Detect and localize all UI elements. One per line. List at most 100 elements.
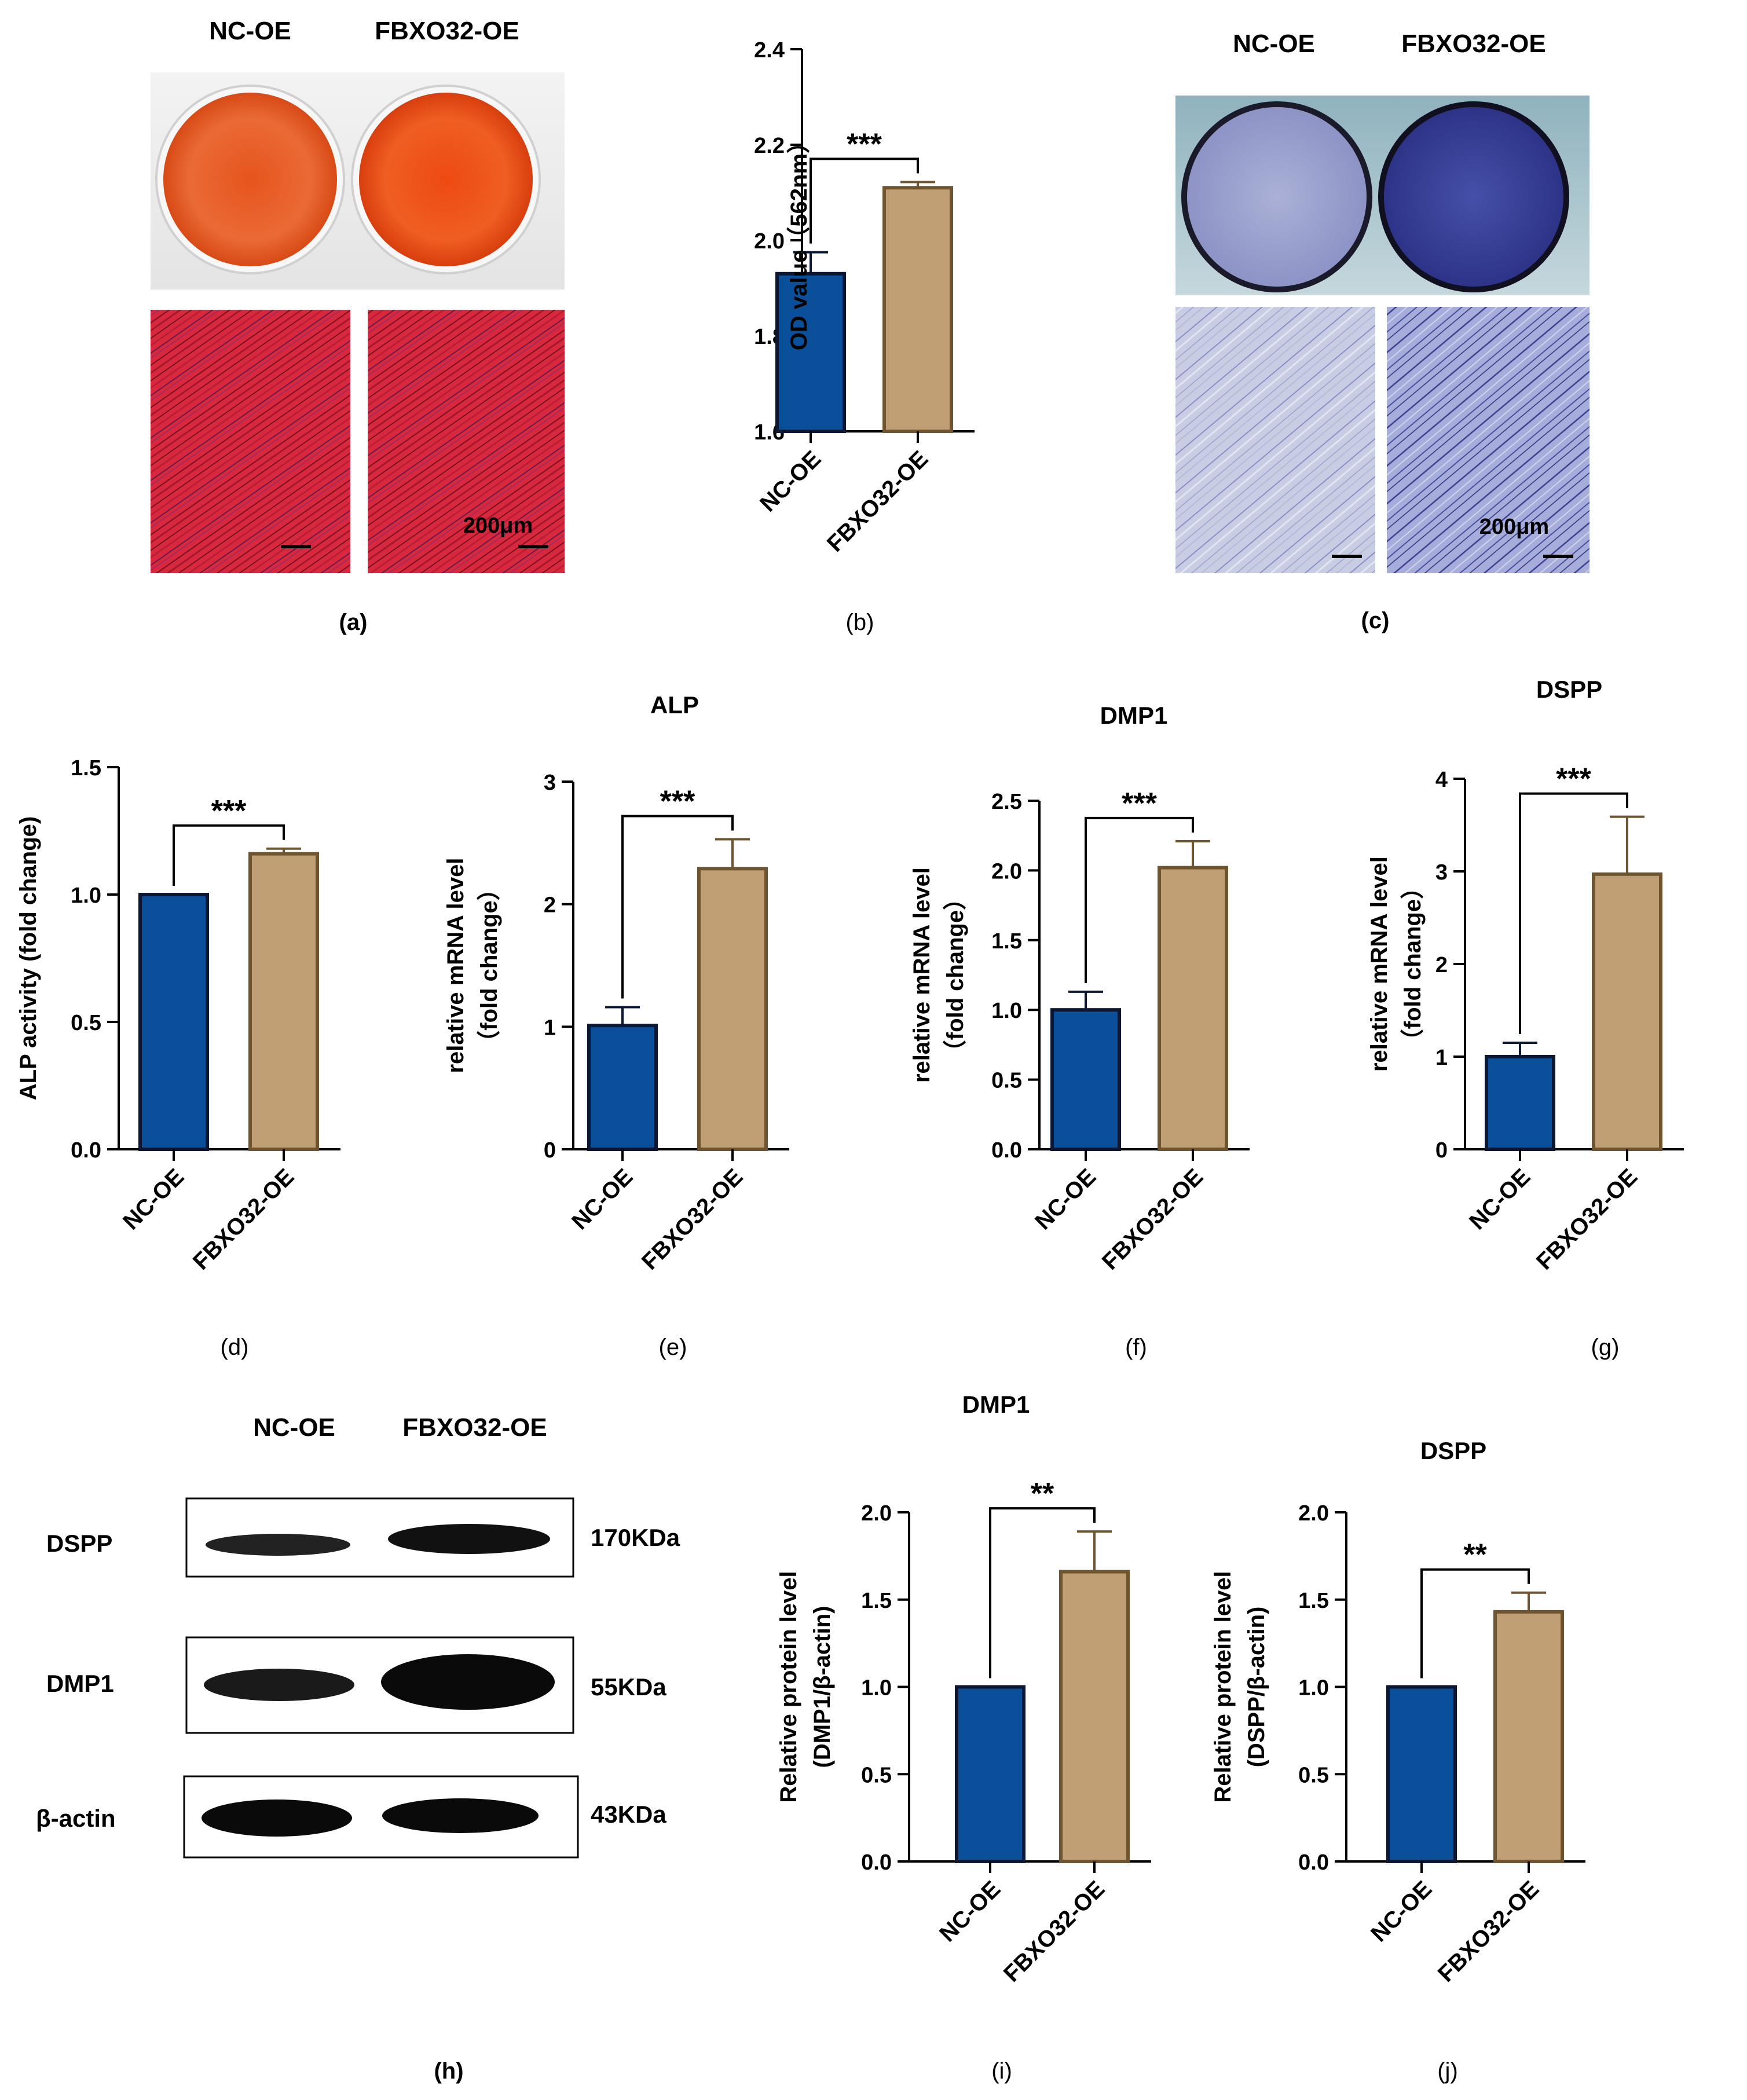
significance-bracket (1519, 792, 1628, 1034)
significance-bracket (989, 1507, 1096, 1678)
y-tick-label: 3 (1435, 860, 1448, 885)
bar-fbxo32-oe (1493, 1610, 1564, 1863)
y-tick-label: 2 (1435, 953, 1448, 977)
y-axis-label-2: (DMP1/β-actin) (810, 1606, 835, 1768)
y-tick-label: 2.5 (991, 790, 1022, 814)
panel-label-j: (j) (1437, 2058, 1458, 2084)
y-tick-label: 4 (1435, 768, 1448, 792)
y-tick-label: 0.0 (1298, 1850, 1329, 1875)
blot-protein-label: DSPP (46, 1530, 112, 1557)
blot-protein-label: β-actin (36, 1805, 116, 1832)
alp-micrograph-fbxo32: 200μm (1387, 307, 1589, 573)
blot-size-label: 170KDa (591, 1524, 680, 1551)
bar-fbxo32-oe (1059, 1570, 1130, 1863)
y-tick-label: 1.5 (861, 1589, 892, 1613)
x-tick-label: FBXO32-OE (822, 446, 933, 556)
y-axis-label: Relative protein level (776, 1571, 801, 1802)
blot-size-label: 43KDa (591, 1801, 666, 1828)
panel-label-g: (g) (1591, 1335, 1620, 1360)
bar-nc-oe (138, 893, 209, 1151)
bar-nc-oe (1050, 1008, 1121, 1151)
scale-bar-label: 200μm (463, 514, 533, 538)
blot-row-dspp: DSPP 170KDa (46, 1497, 680, 1578)
panel-h: NC-OE FBXO32-OE DSPP 170KDa DMP1 55KDa β… (36, 1413, 680, 2084)
panel-a-header-fbxo32: FBXO32-OE (375, 17, 519, 45)
y-tick-label: 0.0 (991, 1138, 1022, 1163)
x-tick-label: FBXO32-OE (1532, 1164, 1642, 1274)
x-tick-label: FBXO32-OE (637, 1164, 748, 1274)
alizarin-micrograph-nc (151, 310, 350, 573)
x-tick-label: FBXO32-OE (999, 1876, 1109, 1987)
bar-nc-oe (587, 1024, 658, 1152)
chart-title: DSPP (1420, 1437, 1486, 1464)
blot-row-dmp1: DMP1 55KDa (46, 1636, 666, 1734)
panel-a: NC-OE FBXO32-OE 200μm (a) (151, 17, 565, 635)
y-tick-label: 0.5 (861, 1763, 892, 1787)
blot-row-beta-actin: β-actin 43KDa (36, 1775, 666, 1859)
alizarin-micrograph-fbxo32: 200μm (368, 310, 565, 573)
significance-bracket (810, 157, 919, 244)
significance-bracket (1420, 1568, 1530, 1678)
blot-protein-label: DMP1 (46, 1670, 114, 1697)
y-tick-label: 1 (1435, 1046, 1448, 1070)
panel-c-header-fbxo32: FBXO32-OE (1401, 30, 1545, 58)
y-tick-label: 1.5 (1298, 1589, 1329, 1613)
y-tick-label: 0.0 (861, 1850, 892, 1875)
chart-title: ALP (650, 691, 699, 719)
y-axis-label: relative mRNA level (443, 857, 468, 1073)
panel-c: NC-OE FBXO32-OE 200μm (c) (1175, 30, 1589, 633)
panel-h-header-nc: NC-OE (253, 1413, 335, 1442)
y-tick-label: 2.0 (1298, 1501, 1329, 1526)
significance-bracket (173, 824, 285, 886)
y-tick-label: 0 (1435, 1138, 1448, 1163)
y-tick-label: 0.5 (1298, 1763, 1329, 1787)
bar-fbxo32-oe (1158, 866, 1228, 1151)
y-axis-label: relative mRNA level (909, 867, 935, 1083)
x-tick-label: NC-OE (118, 1164, 189, 1234)
y-tick-label: 2.2 (754, 134, 785, 158)
x-tick-label: NC-OE (935, 1876, 1005, 1947)
x-tick-label: NC-OE (755, 446, 826, 516)
y-tick-label: 1.0 (861, 1676, 892, 1700)
y-axis-label-2: （fold change） (1400, 876, 1426, 1052)
y-tick-label: 0 (544, 1138, 556, 1163)
y-tick-label: 0.5 (71, 1011, 101, 1035)
bar-fbxo32-oe (248, 852, 319, 1151)
chart-title: DMP1 (962, 1391, 1030, 1418)
bar-fbxo32-oe (882, 186, 953, 433)
panel-a-header-nc: NC-OE (209, 17, 291, 45)
y-tick-label: 1 (544, 1016, 556, 1040)
y-axis-label-2: （fold change） (943, 887, 968, 1063)
panel-label-e: (e) (659, 1335, 687, 1360)
significance-marker: *** (211, 794, 247, 828)
bar-fbxo32-oe (1592, 872, 1662, 1152)
scale-bar-label: 200μm (1479, 515, 1549, 539)
significance-marker: *** (1556, 763, 1591, 796)
panel-h-header-fbxo32: FBXO32-OE (402, 1413, 547, 1442)
alizarin-plate-photo (151, 72, 565, 289)
bar-nc-oe (1485, 1055, 1555, 1151)
significance-marker: *** (847, 127, 882, 161)
panel-label-f: (f) (1125, 1335, 1147, 1360)
x-tick-label: NC-OE (1366, 1876, 1437, 1947)
x-tick-label: FBXO32-OE (188, 1164, 299, 1274)
y-axis-label-2: （fold change） (477, 877, 502, 1053)
chart-title: DSPP (1536, 676, 1602, 703)
significance-marker: *** (1122, 787, 1157, 820)
y-tick-label: 0.0 (71, 1138, 101, 1163)
y-tick-label: 1.0 (991, 999, 1022, 1023)
significance-marker: ** (1031, 1477, 1054, 1511)
y-tick-label: 2.0 (754, 229, 785, 254)
y-tick-label: 1.0 (1298, 1676, 1329, 1700)
bar-nc-oe (955, 1685, 1026, 1863)
x-tick-label: NC-OE (1464, 1164, 1535, 1234)
significance-marker: *** (660, 785, 695, 818)
y-axis-label-2: (DSPP/β-actin) (1244, 1607, 1269, 1768)
